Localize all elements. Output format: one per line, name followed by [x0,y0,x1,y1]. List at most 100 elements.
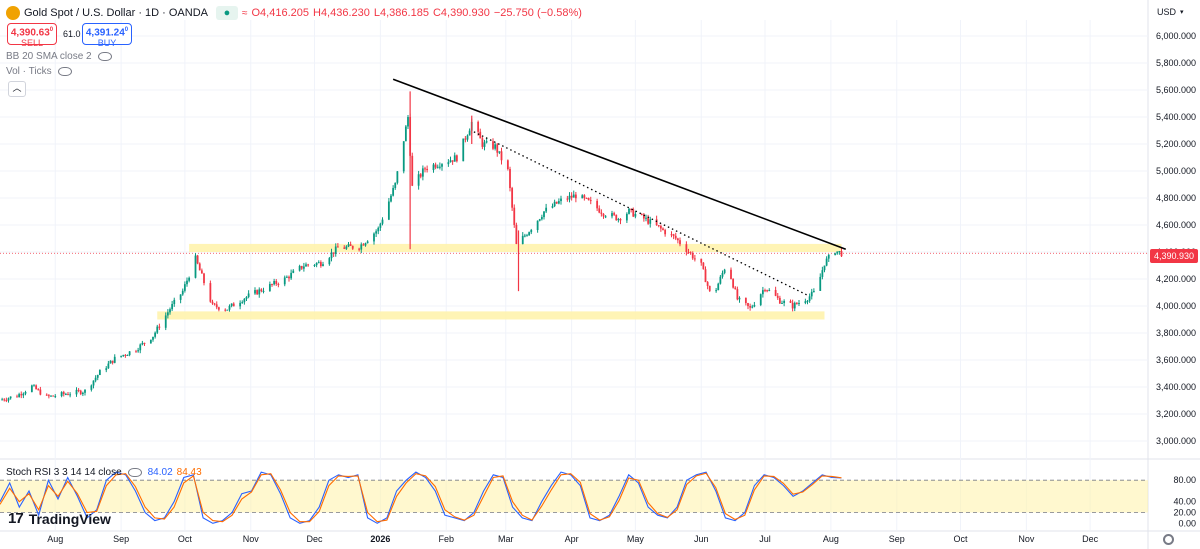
candle-body [239,302,242,307]
candle-body [500,151,503,161]
price-tick-label: 4,000.000 [1156,301,1196,311]
candle-body [347,244,350,247]
candle-body [640,213,643,215]
hidden-eye-icon[interactable] [97,52,112,61]
indicator-bb[interactable]: BB 20 SMA close 2 [6,51,112,62]
candle-body [60,392,63,397]
candle-body [5,400,8,402]
candle-body [462,138,465,162]
candle-body [674,235,677,239]
candle-body [351,245,354,249]
trendline-solid[interactable] [392,78,847,251]
candle-body [798,302,800,304]
candle-body [732,278,735,288]
indicator-vol[interactable]: Vol · Ticks [6,66,72,77]
candle-body [124,354,127,356]
settings-gear-icon[interactable] [1163,534,1174,545]
eye-icon[interactable] [127,468,142,477]
candle-body [271,284,273,286]
candle-body [494,144,497,149]
data-source-icon: ≈ [242,7,248,19]
time-tick-label: Feb [438,534,454,544]
candle-body [581,195,584,199]
candle-body [557,201,560,204]
candle-body [273,281,276,285]
candle-body [515,224,518,244]
stoch-legend[interactable]: Stoch RSI 3 3 14 14 close 84.02 84.43 [6,467,202,478]
time-tick-label: Apr [565,534,579,544]
candle-body [655,219,658,226]
candle-body [300,265,303,269]
candle-body [530,230,533,233]
candle-body [793,302,796,309]
trendline-dotted[interactable] [473,131,808,296]
candle-body [241,302,244,304]
candle-body [706,282,709,286]
candle-body [260,289,263,292]
candle-body [836,251,839,254]
market-open-icon: ● [216,6,238,20]
candle-body [247,293,250,297]
candle-body [776,295,779,298]
candle-body [827,254,830,259]
candle-body [275,281,278,284]
candle-body [54,396,57,398]
candle-body [258,289,261,295]
candle-body [604,216,607,218]
currency-selector[interactable]: USD ▾ [1157,7,1184,17]
candle-body [498,151,501,153]
time-tick-label: Dec [306,534,323,544]
candle-body [226,309,229,311]
support-resistance-zone[interactable] [157,311,825,320]
buy-button[interactable]: 4,391.240 BUY [82,23,132,48]
candle-body [3,399,6,401]
candle-body [334,246,337,254]
collapse-chevron-icon[interactable]: ︿ [8,81,26,97]
candle-body [551,206,554,208]
candle-body [721,272,724,277]
candle-body [90,385,93,390]
hidden-eye-icon[interactable] [57,67,72,76]
price-tick-label: 5,400.000 [1156,112,1196,122]
candle-body [649,219,652,224]
candle-body [268,284,271,291]
candle-body [128,351,131,355]
price-tick-label: 4,800.000 [1156,193,1196,203]
price-tick-label: 3,400.000 [1156,382,1196,392]
candle-body [224,309,227,311]
candle-body [566,198,569,200]
candle-body [33,385,35,387]
candle-body [761,290,764,295]
candle-body [336,246,339,248]
candle-body [821,270,824,277]
candle-body [672,234,675,236]
candle-body [390,195,392,202]
candle-body [781,302,783,304]
last-price-tag: 4,390.930 [1150,249,1198,263]
candle-body [483,142,486,147]
candle-body [186,280,188,285]
sell-price: 4,390.63 [10,27,50,39]
candle-body [243,298,246,303]
candle-body [749,306,752,308]
candle-body [135,351,137,353]
candle-body [774,289,777,296]
price-tick-label: 3,000.000 [1156,436,1196,446]
candle-body [587,198,590,201]
candle-body [96,375,99,378]
candle-body [209,283,212,302]
candle-body [730,269,732,279]
candle-body [317,262,320,264]
candle-body [45,394,48,396]
stoch-tick-label: 20.00 [1173,508,1196,518]
candle-body [30,385,33,392]
candle-body [183,284,186,291]
candle-body [528,232,531,236]
candle-body [39,389,42,395]
support-resistance-zone[interactable] [189,243,842,252]
symbol-title[interactable]: Gold Spot / U.S. Dollar · 1D · OANDA [24,7,208,19]
sell-button[interactable]: 4,390.630 SELL [7,23,57,48]
candle-body [511,188,514,208]
currency-label: USD [1157,7,1177,17]
